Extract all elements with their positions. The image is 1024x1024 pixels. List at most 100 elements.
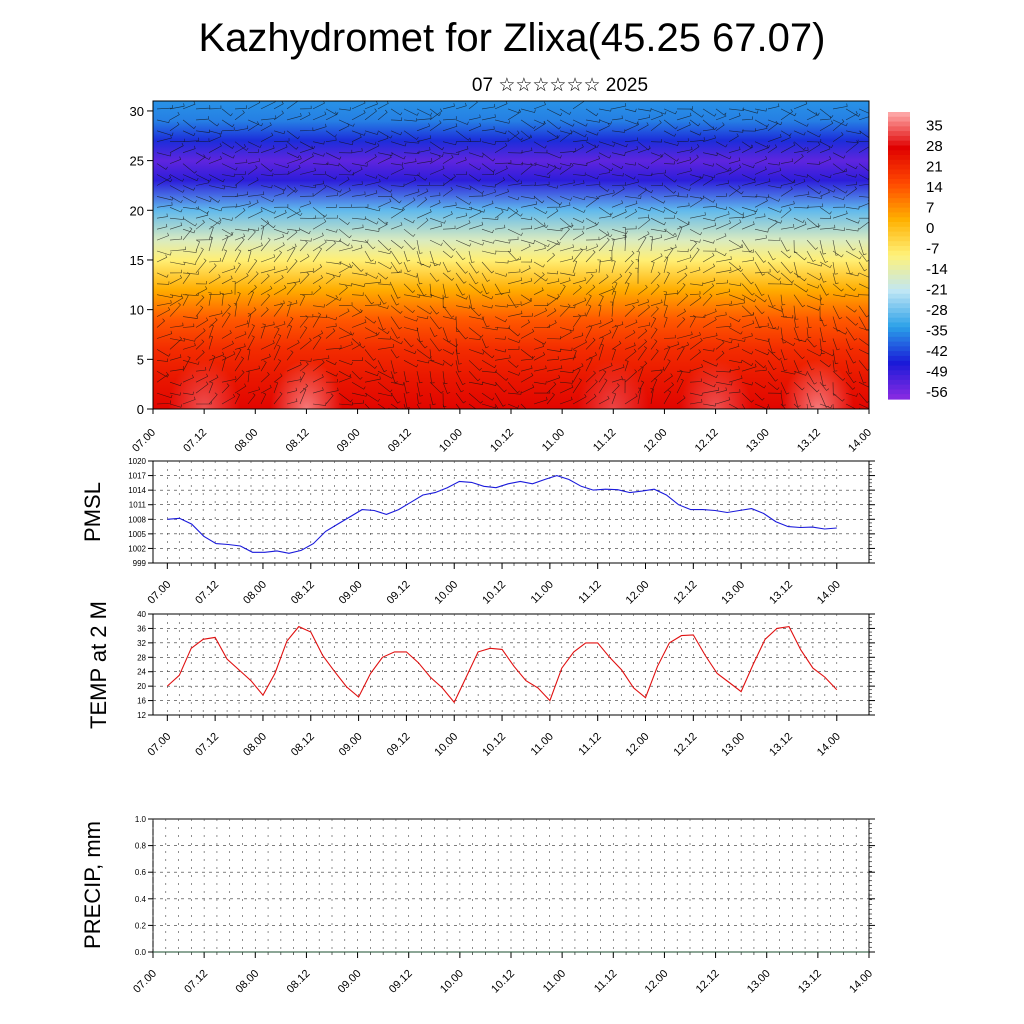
colorbar-label: 28 [926, 138, 943, 155]
colorbar-cell [888, 212, 910, 218]
y-tick-label: 32 [137, 639, 146, 648]
colorbar-cell [888, 384, 910, 391]
colorbar-label: 14 [926, 179, 943, 196]
y-tick-label: 1008 [128, 515, 146, 524]
colorbar-cell [888, 202, 910, 209]
x-tick-label: 11.12 [576, 731, 603, 758]
colorbar-cell [888, 164, 910, 170]
x-tick-label: 10.00 [438, 968, 466, 996]
y-tick-label: 16 [137, 697, 146, 706]
x-tick-label: 08.00 [233, 968, 261, 996]
chart-subtitle: 07 ☆☆☆☆☆☆ 2025 [471, 75, 649, 96]
x-tick-label: 13.12 [796, 968, 824, 996]
y-axis-label: TEMP at 2 M [86, 601, 111, 729]
x-tick-label: 08.00 [241, 579, 269, 607]
colorbar-cell [888, 269, 910, 276]
colorbar-cell [888, 135, 910, 142]
y-tick-label: 0.8 [135, 842, 147, 851]
colorbar-label: -42 [926, 343, 948, 360]
colorbar-cell [888, 389, 910, 395]
x-tick-label: 14.00 [815, 731, 843, 759]
x-tick-label: 12.12 [671, 579, 699, 607]
x-tick-label: 11.00 [529, 579, 556, 606]
colorbar-label: -35 [926, 322, 948, 339]
x-tick-label: 11.12 [592, 968, 619, 995]
colorbar-cell [888, 155, 910, 161]
colorbar-label: 35 [926, 117, 943, 134]
precip-panel: 0.0 0.2 0.4 0.6 0.8 1.0 07.00 07.12 08.00 08.12 09… [80, 815, 875, 996]
colorbar-cell [888, 193, 910, 199]
colorbar-cell [888, 183, 910, 190]
colorbar-cell [888, 241, 910, 247]
colorbar-cell [888, 169, 910, 175]
x-tick-label: 09.12 [387, 968, 415, 996]
x-tick-label: 07.00 [131, 968, 159, 996]
x-tick-label: 11.00 [540, 427, 567, 454]
y-axis-label: PRECIP, mm [80, 821, 105, 949]
y-tick-label: 15 [130, 253, 144, 268]
series-line [166, 625, 838, 704]
colorbar-label: 0 [926, 220, 934, 237]
colorbar-cell [888, 265, 910, 271]
colorbar-cell [888, 226, 910, 233]
colorbar-cell [888, 140, 910, 147]
x-tick-label: 13.00 [745, 968, 773, 996]
x-tick-label: 14.00 [846, 427, 874, 455]
colorbar-label: 7 [926, 199, 934, 216]
colorbar-cell [888, 222, 910, 228]
x-tick-label: 13.12 [767, 579, 795, 607]
colorbar-cell [888, 317, 910, 324]
x-tick-label: 09.00 [336, 968, 364, 996]
x-tick-label: 07.12 [193, 579, 221, 607]
colorbar-cell [888, 303, 910, 309]
colorbar-cell [888, 327, 910, 333]
colorbar: 35 28 21 14 7 0 -7 -14 -21 -28 -35 -42 -49 -56 [888, 112, 948, 401]
y-tick-label: 1.0 [135, 815, 147, 824]
x-tick-label: 09.00 [337, 731, 365, 759]
x-tick-label: 08.12 [289, 579, 317, 607]
panel-frame [152, 460, 870, 564]
y-tick-label: 0.2 [135, 921, 147, 930]
x-tick-label: 08.00 [241, 731, 269, 759]
colorbar-label: -14 [926, 261, 948, 278]
colorbar-cell [888, 245, 910, 252]
warm-spot [679, 359, 752, 409]
colorbar-cell [888, 178, 910, 185]
x-tick-label: 09.12 [385, 579, 413, 607]
colorbar-cell [888, 188, 910, 194]
x-tick-label: 09.12 [385, 731, 413, 759]
x-tick-label: 10.00 [432, 579, 460, 607]
series-line [167, 475, 837, 554]
y-tick-label: 0 [137, 402, 144, 417]
x-tick-label: 14.00 [847, 968, 875, 996]
y-tick-label: 24 [137, 668, 146, 677]
y-tick-label: 1014 [128, 486, 146, 495]
x-tick-label: 12.12 [693, 427, 721, 455]
x-tick-label: 08.12 [284, 427, 312, 455]
colorbar-cell [888, 236, 910, 242]
x-tick-label: 09.00 [335, 427, 363, 455]
colorbar-cell [888, 174, 910, 180]
y-tick-label: 999 [133, 559, 147, 568]
x-tick-label: 14.00 [815, 579, 843, 607]
y-tick-label: 28 [137, 653, 146, 662]
colorbar-cell [888, 379, 910, 386]
colorbar-cell [888, 112, 910, 118]
colorbar-cell [888, 332, 910, 338]
y-tick-label: 0.4 [135, 895, 147, 904]
x-tick-label: 09.00 [337, 579, 365, 607]
colorbar-cell [888, 145, 910, 151]
y-tick-label: 5 [137, 352, 144, 367]
colorbar-cell [888, 312, 910, 319]
y-tick-label: 1005 [128, 530, 146, 539]
colorbar-cell [888, 231, 910, 237]
colorbar-label: -7 [926, 240, 939, 257]
colorbar-cell [888, 351, 910, 357]
x-tick-label: 12.12 [694, 968, 722, 996]
x-tick-label: 10.12 [488, 427, 516, 455]
colorbar-cell [888, 394, 910, 400]
temp-panel: 12 16 20 24 28 32 36 40 07.00 07.12 08.00 08.12 09.0… [86, 601, 875, 759]
colorbar-cell [888, 365, 910, 371]
colorbar-cell [888, 288, 910, 295]
colorbar-cell [888, 126, 910, 132]
